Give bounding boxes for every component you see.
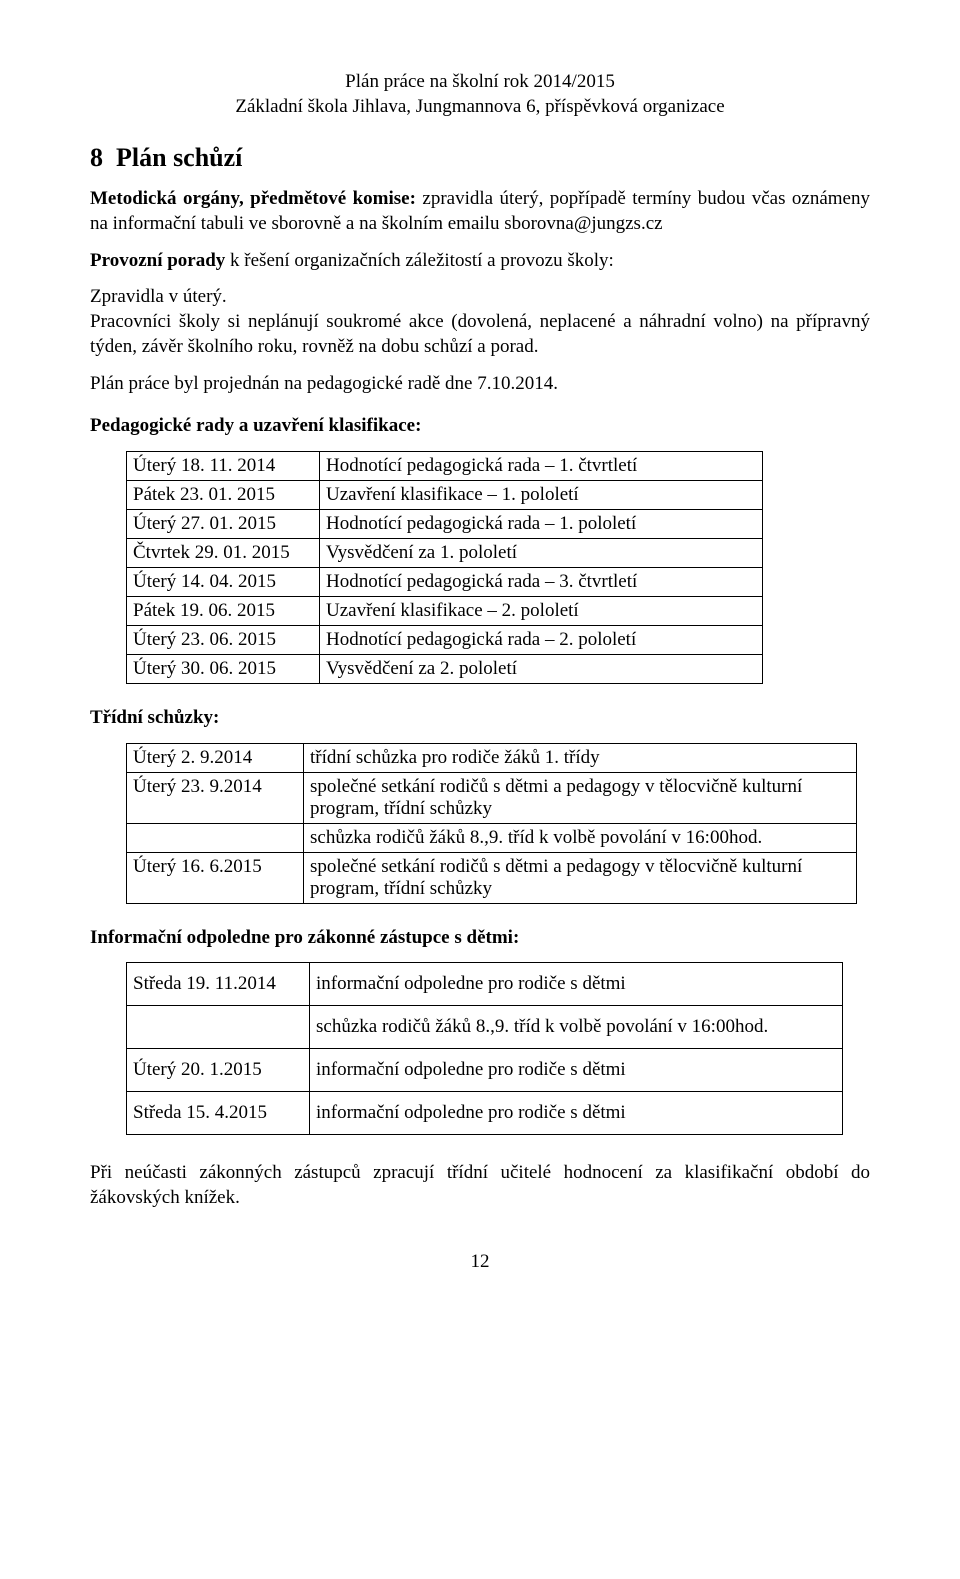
cell-date: Úterý 27. 01. 2015 (127, 509, 320, 538)
cell-desc: Hodnotící pedagogická rada – 1. čtvrtlet… (320, 451, 763, 480)
cell-date: Středa 19. 11.2014 (127, 963, 310, 1006)
cell-date: Úterý 16. 6.2015 (127, 852, 304, 903)
table-row: schůzka rodičů žáků 8.,9. tříd k volbě p… (127, 1006, 843, 1049)
cell-desc: informační odpoledne pro rodiče s dětmi (310, 963, 843, 1006)
header-line-2: Základní škola Jihlava, Jungmannova 6, p… (235, 96, 724, 117)
table-row: Úterý 18. 11. 2014Hodnotící pedagogická … (127, 451, 763, 480)
table-row: Čtvrtek 29. 01. 2015Vysvědčení za 1. pol… (127, 538, 763, 567)
cell-desc: Vysvědčení za 2. pololetí (320, 654, 763, 683)
doc-header: Plán práce na školní rok 2014/2015 Zákla… (90, 70, 870, 119)
cell-date: Čtvrtek 29. 01. 2015 (127, 538, 320, 567)
intro-p5: Plán práce byl projednán na pedagogické … (90, 372, 870, 397)
cell-desc: Hodnotící pedagogická rada – 3. čtvrtlet… (320, 567, 763, 596)
cell-desc: informační odpoledne pro rodiče s dětmi (310, 1092, 843, 1135)
intro-p3: Zpravidla v úterý. (90, 285, 870, 310)
heading-tridni: Třídní schůzky: (90, 706, 870, 731)
table-row: Úterý 14. 04. 2015Hodnotící pedagogická … (127, 567, 763, 596)
rady-table-wrap: Úterý 18. 11. 2014Hodnotící pedagogická … (126, 451, 870, 684)
cell-desc: schůzka rodičů žáků 8.,9. tříd k volbě p… (310, 1006, 843, 1049)
tridni-table-wrap: Úterý 2. 9.2014třídní schůzka pro rodiče… (126, 743, 870, 904)
tridni-table: Úterý 2. 9.2014třídní schůzka pro rodiče… (126, 743, 857, 904)
cell-date: Úterý 18. 11. 2014 (127, 451, 320, 480)
cell-desc: třídní schůzka pro rodiče žáků 1. třídy (304, 743, 857, 772)
info-table-wrap: Středa 19. 11.2014informační odpoledne p… (126, 962, 870, 1135)
closing-para: Při neúčasti zákonných zástupců zpracují… (90, 1161, 870, 1210)
page-number: 12 (90, 1251, 870, 1273)
table-row: Pátek 23. 01. 2015Uzavření klasifikace –… (127, 480, 763, 509)
table-row: Úterý 16. 6.2015společné setkání rodičů … (127, 852, 857, 903)
cell-date: Pátek 19. 06. 2015 (127, 596, 320, 625)
table-row: Úterý 20. 1.2015informační odpoledne pro… (127, 1049, 843, 1092)
table-row: Úterý 23. 06. 2015Hodnotící pedagogická … (127, 625, 763, 654)
intro-p2: Provozní porady k řešení organizačních z… (90, 249, 870, 274)
table-row: Úterý 2. 9.2014třídní schůzka pro rodiče… (127, 743, 857, 772)
section-title: Plán schůzí (116, 143, 242, 172)
table-row: Úterý 27. 01. 2015Hodnotící pedagogická … (127, 509, 763, 538)
intro-p2-bold: Provozní porady (90, 250, 225, 271)
cell-desc: Vysvědčení za 1. pololetí (320, 538, 763, 567)
intro-p1: Metodická orgány, předmětové komise: zpr… (90, 187, 870, 236)
cell-date (127, 823, 304, 852)
intro-p1-bold: Metodická orgány, předmětové komise: (90, 188, 416, 209)
cell-date: Úterý 2. 9.2014 (127, 743, 304, 772)
cell-date: Úterý 14. 04. 2015 (127, 567, 320, 596)
cell-desc: schůzka rodičů žáků 8.,9. tříd k volbě p… (304, 823, 857, 852)
cell-desc: společné setkání rodičů s dětmi a pedago… (304, 772, 857, 823)
table-row: Středa 15. 4.2015informační odpoledne pr… (127, 1092, 843, 1135)
header-line-1: Plán práce na školní rok 2014/2015 (345, 71, 615, 92)
cell-date: Úterý 23. 9.2014 (127, 772, 304, 823)
section-heading: 8 Plán schůzí (90, 143, 870, 173)
cell-desc: Uzavření klasifikace – 2. pololetí (320, 596, 763, 625)
table-row: Pátek 19. 06. 2015Uzavření klasifikace –… (127, 596, 763, 625)
cell-desc: společné setkání rodičů s dětmi a pedago… (304, 852, 857, 903)
intro-p4: Pracovníci školy si neplánují soukromé a… (90, 310, 870, 359)
info-table: Středa 19. 11.2014informační odpoledne p… (126, 962, 843, 1135)
table-row: Úterý 30. 06. 2015Vysvědčení za 2. polol… (127, 654, 763, 683)
heading-info: Informační odpoledne pro zákonné zástupc… (90, 926, 870, 951)
cell-date: Úterý 23. 06. 2015 (127, 625, 320, 654)
table-row: Středa 19. 11.2014informační odpoledne p… (127, 963, 843, 1006)
cell-date: Úterý 30. 06. 2015 (127, 654, 320, 683)
rady-table: Úterý 18. 11. 2014Hodnotící pedagogická … (126, 451, 763, 684)
cell-date: Pátek 23. 01. 2015 (127, 480, 320, 509)
cell-date: Úterý 20. 1.2015 (127, 1049, 310, 1092)
heading-rady: Pedagogické rady a uzavření klasifikace: (90, 414, 870, 439)
table-row: Úterý 23. 9.2014společné setkání rodičů … (127, 772, 857, 823)
cell-date (127, 1006, 310, 1049)
cell-date: Středa 15. 4.2015 (127, 1092, 310, 1135)
cell-desc: Uzavření klasifikace – 1. pololetí (320, 480, 763, 509)
table-row: schůzka rodičů žáků 8.,9. tříd k volbě p… (127, 823, 857, 852)
intro-p2-rest: k řešení organizačních záležitostí a pro… (225, 250, 614, 271)
section-num: 8 (90, 143, 103, 172)
cell-desc: Hodnotící pedagogická rada – 2. pololetí (320, 625, 763, 654)
cell-desc: Hodnotící pedagogická rada – 1. pololetí (320, 509, 763, 538)
cell-desc: informační odpoledne pro rodiče s dětmi (310, 1049, 843, 1092)
page: Plán práce na školní rok 2014/2015 Zákla… (0, 0, 960, 1313)
